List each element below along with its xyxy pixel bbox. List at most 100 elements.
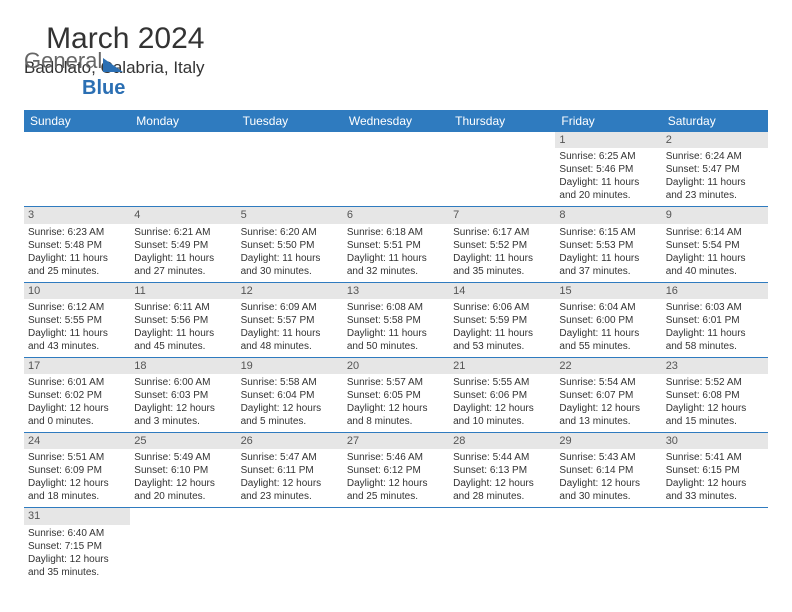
day-number: 17 <box>24 358 130 374</box>
day-number: 21 <box>449 358 555 374</box>
daylight-line: Daylight: 11 hours and 43 minutes. <box>28 327 126 353</box>
day-number: 30 <box>662 433 768 449</box>
sunset-line: Sunset: 6:02 PM <box>28 389 126 402</box>
day-number: 2 <box>662 132 768 148</box>
week-row: 10Sunrise: 6:12 AMSunset: 5:55 PMDayligh… <box>24 282 768 357</box>
sunrise-line: Sunrise: 6:18 AM <box>347 226 445 239</box>
sunrise-line: Sunrise: 6:01 AM <box>28 376 126 389</box>
day-cell <box>662 508 768 583</box>
daylight-line: Daylight: 11 hours and 32 minutes. <box>347 252 445 278</box>
sunset-line: Sunset: 5:47 PM <box>666 163 764 176</box>
week-row: 3Sunrise: 6:23 AMSunset: 5:48 PMDaylight… <box>24 207 768 282</box>
day-number: 6 <box>343 207 449 223</box>
week-row: 17 Sunrise: 6:01 AMSunset: 6:02 PM Dayligh… <box>24 357 768 432</box>
col-fri: Friday <box>555 110 661 132</box>
day-cell <box>449 132 555 207</box>
day-number: 3 <box>24 207 130 223</box>
day-number: 11 <box>130 283 236 299</box>
daylight-line: Daylight: 11 hours and 40 minutes. <box>666 252 764 278</box>
sunset-line: Sunset: 5:49 PM <box>134 239 232 252</box>
sunrise-line: Sunrise: 5:47 AM <box>241 451 339 464</box>
daylight-line: Daylight: 12 hours and 28 minutes. <box>453 477 551 503</box>
day-cell: 3 Sunrise: 6:23 AMSunset: 5:48 PMDaylight… <box>24 207 130 282</box>
sunrise-line: Sunrise: 5:43 AM <box>559 451 657 464</box>
daylight-line: Daylight: 12 hours and 15 minutes. <box>666 402 764 428</box>
day-number: 9 <box>662 207 768 223</box>
day-cell <box>237 132 343 207</box>
sunset-line: Sunset: 6:08 PM <box>666 389 764 402</box>
day-number: 16 <box>662 283 768 299</box>
day-number: 5 <box>237 207 343 223</box>
day-number: 15 <box>555 283 661 299</box>
day-cell <box>343 508 449 583</box>
sunset-line: Sunset: 5:48 PM <box>28 239 126 252</box>
day-number: 24 <box>24 433 130 449</box>
day-cell: 24Sunrise: 5:51 AMSunset: 6:09 PMDayligh… <box>24 433 130 508</box>
sunrise-line: Sunrise: 6:15 AM <box>559 226 657 239</box>
daylight-line: Daylight: 12 hours and 18 minutes. <box>28 477 126 503</box>
col-sun: Sunday <box>24 110 130 132</box>
daylight-line: Daylight: 11 hours and 27 minutes. <box>134 252 232 278</box>
day-cell: 15Sunrise: 6:04 AMSunset: 6:00 PMDayligh… <box>555 282 661 357</box>
day-number: 10 <box>24 283 130 299</box>
col-wed: Wednesday <box>343 110 449 132</box>
daylight-line: Daylight: 12 hours and 30 minutes. <box>559 477 657 503</box>
day-cell: 25 Sunrise: 5:49 AMSunset: 6:10 PMDayligh… <box>130 433 236 508</box>
sunset-line: Sunset: 5:55 PM <box>28 314 126 327</box>
day-number: 25 <box>130 433 236 449</box>
sunrise-line: Sunrise: 6:11 AM <box>134 301 232 314</box>
daylight-line: Daylight: 12 hours and 20 minutes. <box>134 477 232 503</box>
sunrise-line: Sunrise: 6:23 AM <box>28 226 126 239</box>
daylight-line: Daylight: 11 hours and 25 minutes. <box>28 252 126 278</box>
sunrise-line: Sunrise: 6:09 AM <box>241 301 339 314</box>
sunrise-line: Sunrise: 5:52 AM <box>666 376 764 389</box>
week-row: 31Sunrise: 6:40 AMSunset: 7:15 PMDayligh… <box>24 508 768 583</box>
col-sat: Saturday <box>662 110 768 132</box>
day-cell: 7Sunrise: 6:17 AMSunset: 5:52 PMDaylight… <box>449 207 555 282</box>
sunset-line: Sunset: 6:13 PM <box>453 464 551 477</box>
day-cell: 17Sunrise: 6:01 AMSunset: 6:02 PMDayligh… <box>24 357 130 432</box>
daylight-line: Daylight: 11 hours and 48 minutes. <box>241 327 339 353</box>
daylight-line: Daylight: 11 hours and 23 minutes. <box>666 176 764 202</box>
day-number: 31 <box>24 508 130 524</box>
day-number: 13 <box>343 283 449 299</box>
sunset-line: Sunset: 5:52 PM <box>453 239 551 252</box>
sunset-line: Sunset: 5:53 PM <box>559 239 657 252</box>
sunset-line: Sunset: 5:51 PM <box>347 239 445 252</box>
sunset-line: Sunset: 6:10 PM <box>134 464 232 477</box>
day-cell: 27Sunrise: 5:46 AMSunset: 6:12 PMDayligh… <box>343 433 449 508</box>
day-cell: 8Sunrise: 6:15 AMSunset: 5:53 PMDaylight… <box>555 207 661 282</box>
sunset-line: Sunset: 6:07 PM <box>559 389 657 402</box>
sunset-line: Sunset: 6:15 PM <box>666 464 764 477</box>
daylight-line: Daylight: 12 hours and 8 minutes. <box>347 402 445 428</box>
day-cell: 12Sunrise: 6:09 AMSunset: 5:57 PMDayligh… <box>237 282 343 357</box>
sunrise-line: Sunrise: 6:06 AM <box>453 301 551 314</box>
day-cell <box>130 132 236 207</box>
sunrise-line: Sunrise: 6:12 AM <box>28 301 126 314</box>
col-mon: Monday <box>130 110 236 132</box>
week-row: 24Sunrise: 5:51 AMSunset: 6:09 PMDayligh… <box>24 433 768 508</box>
daylight-line: Daylight: 12 hours and 10 minutes. <box>453 402 551 428</box>
daylight-line: Daylight: 11 hours and 50 minutes. <box>347 327 445 353</box>
day-cell <box>237 508 343 583</box>
day-number: 18 <box>130 358 236 374</box>
logo-triangle-icon <box>103 58 123 72</box>
sunrise-line: Sunrise: 5:49 AM <box>134 451 232 464</box>
sunrise-line: Sunrise: 5:55 AM <box>453 376 551 389</box>
sunrise-line: Sunrise: 6:20 AM <box>241 226 339 239</box>
day-number: 28 <box>449 433 555 449</box>
sunrise-line: Sunrise: 5:41 AM <box>666 451 764 464</box>
sunrise-line: Sunrise: 6:25 AM <box>559 150 657 163</box>
sunset-line: Sunset: 5:58 PM <box>347 314 445 327</box>
daylight-line: Daylight: 11 hours and 45 minutes. <box>134 327 232 353</box>
sunset-line: Sunset: 6:09 PM <box>28 464 126 477</box>
day-number: 27 <box>343 433 449 449</box>
day-number: 14 <box>449 283 555 299</box>
sunrise-line: Sunrise: 5:58 AM <box>241 376 339 389</box>
day-cell <box>343 132 449 207</box>
sunrise-line: Sunrise: 6:04 AM <box>559 301 657 314</box>
sunrise-line: Sunrise: 5:57 AM <box>347 376 445 389</box>
sunrise-line: Sunrise: 5:44 AM <box>453 451 551 464</box>
sunrise-line: Sunrise: 6:17 AM <box>453 226 551 239</box>
sunset-line: Sunset: 6:11 PM <box>241 464 339 477</box>
